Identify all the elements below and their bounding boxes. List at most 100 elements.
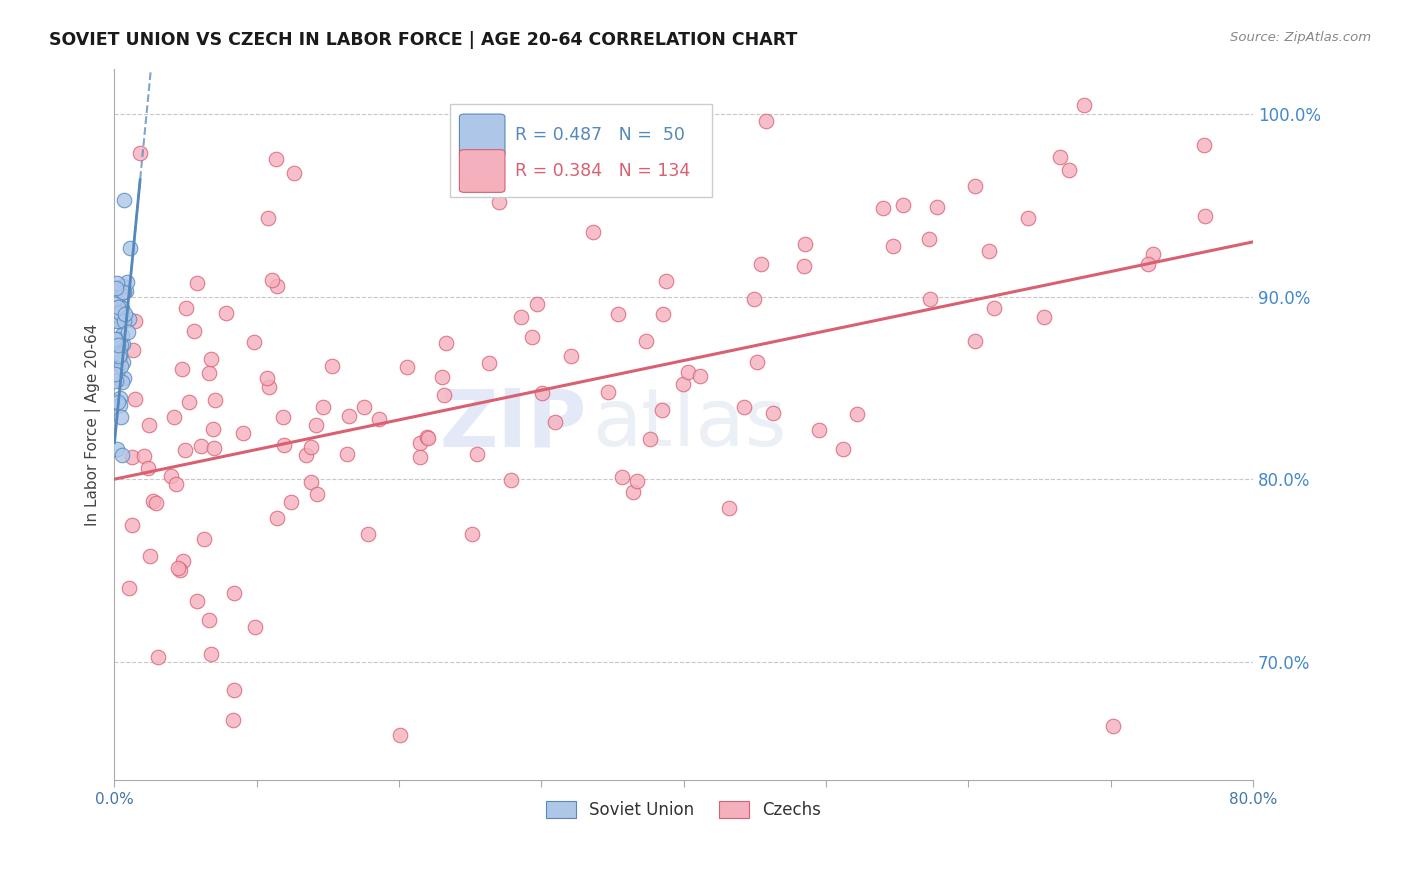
Point <box>110 347 132 361</box>
Point <box>232 425 254 440</box>
Point <box>1057 163 1080 178</box>
Point <box>395 359 418 374</box>
Point <box>108 391 131 405</box>
Point <box>262 273 284 287</box>
Point <box>654 274 676 288</box>
Point <box>304 418 326 433</box>
Point <box>107 338 129 352</box>
Point <box>105 375 128 389</box>
Point <box>747 355 769 369</box>
Text: R = 0.384   N = 134: R = 0.384 N = 134 <box>515 162 690 180</box>
Point <box>107 281 129 295</box>
Point <box>110 398 132 412</box>
Point <box>520 329 543 343</box>
Point <box>918 231 941 245</box>
Point <box>846 407 869 421</box>
Point <box>336 447 359 461</box>
Text: atlas: atlas <box>592 385 787 464</box>
Point <box>111 328 134 343</box>
Point <box>167 561 190 575</box>
Point <box>793 259 815 273</box>
Point <box>108 342 131 356</box>
Point <box>108 306 131 320</box>
Point <box>415 430 437 444</box>
Point <box>920 292 942 306</box>
Point <box>202 422 225 436</box>
Point <box>794 236 817 251</box>
Point <box>165 477 187 491</box>
Point <box>111 301 134 315</box>
Point <box>1192 138 1215 153</box>
Point <box>1017 211 1039 226</box>
Point <box>107 332 129 346</box>
Point <box>114 307 136 321</box>
Point <box>118 581 141 595</box>
Point <box>108 355 131 369</box>
Point <box>111 375 134 389</box>
Point <box>596 384 619 399</box>
Point <box>582 225 605 239</box>
Point <box>118 241 141 255</box>
Point <box>626 475 648 489</box>
Point <box>965 178 987 193</box>
Point <box>160 468 183 483</box>
Point <box>110 314 132 328</box>
Point <box>197 366 219 380</box>
Point <box>832 442 855 456</box>
Point <box>122 343 145 357</box>
Point <box>872 201 894 215</box>
Point <box>1142 247 1164 261</box>
Point <box>530 386 553 401</box>
Text: Source: ZipAtlas.com: Source: ZipAtlas.com <box>1230 31 1371 45</box>
Point <box>257 380 280 394</box>
Point <box>271 409 294 424</box>
Point <box>273 438 295 452</box>
Point <box>256 371 278 385</box>
Point <box>193 532 215 546</box>
Point <box>1032 310 1054 324</box>
Point <box>1102 719 1125 733</box>
Point <box>544 415 567 429</box>
FancyBboxPatch shape <box>450 104 711 196</box>
Text: ZIP: ZIP <box>440 385 586 464</box>
Point <box>652 307 675 321</box>
Point <box>200 647 222 661</box>
Point <box>461 527 484 541</box>
Point <box>202 441 225 455</box>
Point <box>882 239 904 253</box>
Point <box>509 310 531 324</box>
Point <box>357 526 380 541</box>
Point <box>163 410 186 425</box>
Point <box>526 297 548 311</box>
Point <box>105 276 128 290</box>
Point <box>312 400 335 414</box>
Point <box>111 285 134 299</box>
Point <box>560 349 582 363</box>
Point <box>198 613 221 627</box>
Point <box>110 359 132 374</box>
Y-axis label: In Labor Force | Age 20-64: In Labor Force | Age 20-64 <box>86 323 101 525</box>
Point <box>190 439 212 453</box>
Point <box>105 281 128 295</box>
FancyBboxPatch shape <box>460 114 505 157</box>
Point <box>124 314 146 328</box>
Point <box>1137 256 1160 270</box>
Point <box>676 365 699 379</box>
Point <box>718 500 741 515</box>
Point <box>104 367 127 381</box>
Point <box>107 394 129 409</box>
Point <box>177 394 200 409</box>
Point <box>128 146 150 161</box>
Point <box>107 305 129 319</box>
Point <box>977 244 1000 258</box>
Point <box>174 442 197 457</box>
Point <box>146 649 169 664</box>
Point <box>169 563 191 577</box>
Point <box>108 299 131 313</box>
Point <box>408 436 430 450</box>
Point <box>607 307 630 321</box>
Point <box>927 201 949 215</box>
Point <box>295 448 318 462</box>
Point <box>110 338 132 352</box>
Point <box>107 283 129 297</box>
